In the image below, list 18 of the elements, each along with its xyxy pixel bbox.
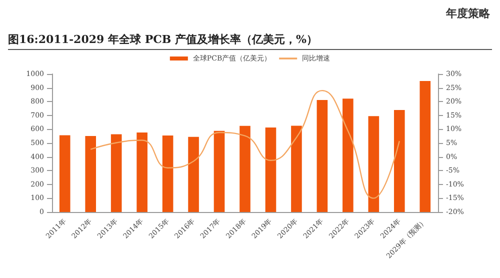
bar <box>136 132 148 212</box>
bar <box>394 110 405 212</box>
bar <box>188 136 199 212</box>
bar <box>85 136 96 212</box>
bar <box>291 126 302 212</box>
bar <box>342 98 354 212</box>
bar <box>265 128 276 212</box>
chart-title: 图16:2011-2029 年全球 PCB 产值及增长率（亿美元，%） <box>8 32 492 50</box>
text: 年度策略 <box>446 6 490 21</box>
bar <box>59 135 70 212</box>
bar <box>162 136 174 212</box>
line-series <box>90 90 400 199</box>
bar <box>240 126 250 212</box>
bar <box>316 100 328 212</box>
bar <box>420 81 431 212</box>
bar <box>214 130 225 212</box>
bar <box>368 116 380 212</box>
bar <box>110 134 122 212</box>
